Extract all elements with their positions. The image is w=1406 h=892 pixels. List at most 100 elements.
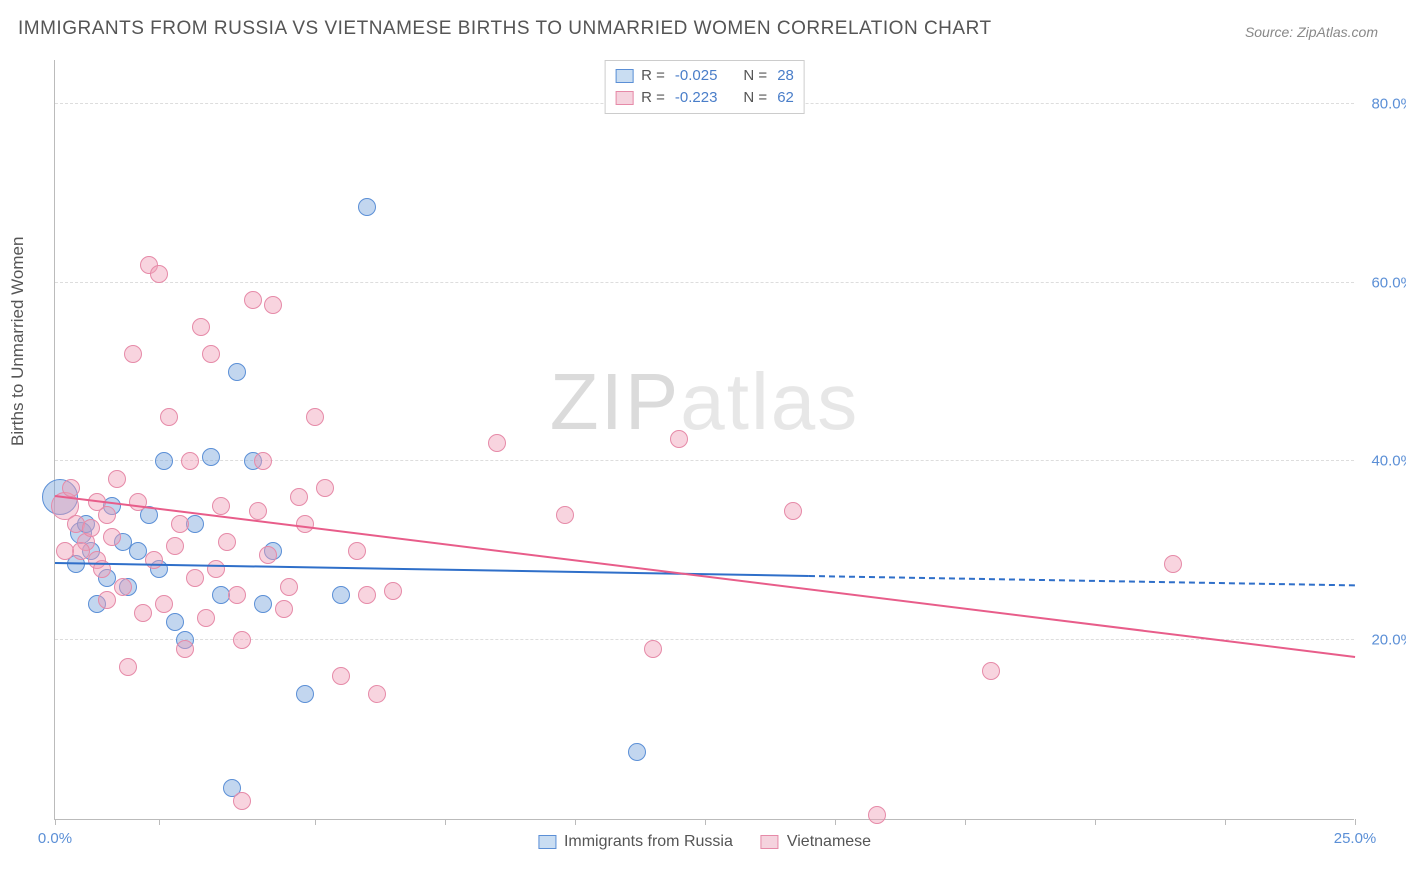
data-point: [166, 613, 184, 631]
data-point: [275, 600, 293, 618]
x-tick: [315, 819, 316, 825]
data-point: [181, 452, 199, 470]
r-value-russia: -0.025: [675, 65, 718, 87]
r-label: R =: [641, 65, 665, 87]
data-point: [114, 578, 132, 596]
data-point: [332, 667, 350, 685]
data-point: [244, 291, 262, 309]
data-point: [254, 595, 272, 613]
watermark-zip: ZIP: [550, 357, 680, 446]
data-point: [119, 658, 137, 676]
correlation-legend-row-vietnamese: R = -0.223 N = 62: [615, 87, 794, 109]
data-point: [155, 452, 173, 470]
y-tick-label: 20.0%: [1359, 632, 1406, 649]
data-point: [670, 430, 688, 448]
x-tick: [159, 819, 160, 825]
data-point: [384, 582, 402, 600]
swatch-vietnamese: [615, 91, 633, 105]
data-point: [982, 662, 1000, 680]
watermark-atlas: atlas: [680, 357, 859, 446]
x-tick: [55, 819, 56, 825]
trend-line: [55, 495, 1355, 658]
data-point: [197, 609, 215, 627]
x-tick: [1225, 819, 1226, 825]
x-tick: [835, 819, 836, 825]
data-point: [556, 506, 574, 524]
data-point: [202, 345, 220, 363]
data-point: [228, 363, 246, 381]
data-point: [145, 551, 163, 569]
data-point: [306, 408, 324, 426]
data-point: [56, 542, 74, 560]
x-tick: [965, 819, 966, 825]
correlation-legend-row-russia: R = -0.025 N = 28: [615, 65, 794, 87]
series-legend-item-russia: Immigrants from Russia: [538, 833, 733, 851]
data-point: [212, 497, 230, 515]
data-point: [103, 528, 121, 546]
correlation-legend: R = -0.025 N = 28 R = -0.223 N = 62: [604, 60, 805, 114]
x-tick-label: 25.0%: [1334, 830, 1377, 847]
data-point: [166, 537, 184, 555]
swatch-russia-icon: [538, 835, 556, 849]
data-point: [82, 519, 100, 537]
data-point: [280, 578, 298, 596]
trend-line: [809, 575, 1355, 586]
swatch-vietnamese-icon: [761, 835, 779, 849]
scatter-plot-area: ZIPatlas R = -0.025 N = 28 R = -0.223 N …: [54, 60, 1354, 820]
data-point: [218, 533, 236, 551]
data-point: [259, 546, 277, 564]
data-point: [358, 198, 376, 216]
n-label: N =: [743, 65, 767, 87]
data-point: [186, 569, 204, 587]
data-point: [358, 586, 376, 604]
data-point: [233, 792, 251, 810]
data-point: [264, 296, 282, 314]
swatch-russia: [615, 69, 633, 83]
data-point: [254, 452, 272, 470]
data-point: [108, 470, 126, 488]
data-point: [150, 265, 168, 283]
data-point: [186, 515, 204, 533]
gridline: [55, 282, 1354, 283]
data-point: [155, 595, 173, 613]
data-point: [868, 806, 886, 824]
data-point: [124, 345, 142, 363]
data-point: [233, 631, 251, 649]
chart-title: IMMIGRANTS FROM RUSSIA VS VIETNAMESE BIR…: [18, 18, 992, 40]
data-point: [290, 488, 308, 506]
y-axis-title: Births to Unmarried Women: [8, 237, 28, 446]
series-legend-label-vietnamese: Vietnamese: [787, 833, 871, 851]
data-point: [134, 604, 152, 622]
y-tick-label: 80.0%: [1359, 95, 1406, 112]
x-tick: [575, 819, 576, 825]
data-point: [296, 685, 314, 703]
data-point: [207, 560, 225, 578]
series-legend: Immigrants from Russia Vietnamese: [538, 833, 871, 851]
x-tick: [445, 819, 446, 825]
data-point: [1164, 555, 1182, 573]
data-point: [249, 502, 267, 520]
data-point: [316, 479, 334, 497]
data-point: [160, 408, 178, 426]
r-value-vietnamese: -0.223: [675, 87, 718, 109]
data-point: [192, 318, 210, 336]
data-point: [62, 479, 80, 497]
y-tick-label: 40.0%: [1359, 453, 1406, 470]
x-tick-label: 0.0%: [38, 830, 72, 847]
series-legend-label-russia: Immigrants from Russia: [564, 833, 733, 851]
y-tick-label: 60.0%: [1359, 274, 1406, 291]
data-point: [171, 515, 189, 533]
data-point: [72, 542, 90, 560]
series-legend-item-vietnamese: Vietnamese: [761, 833, 871, 851]
data-point: [228, 586, 246, 604]
data-point: [176, 640, 194, 658]
watermark: ZIPatlas: [550, 356, 859, 448]
n-label: N =: [743, 87, 767, 109]
x-tick: [705, 819, 706, 825]
x-tick: [1355, 819, 1356, 825]
data-point: [348, 542, 366, 560]
data-point: [332, 586, 350, 604]
n-value-russia: 28: [777, 65, 794, 87]
n-value-vietnamese: 62: [777, 87, 794, 109]
data-point: [488, 434, 506, 452]
